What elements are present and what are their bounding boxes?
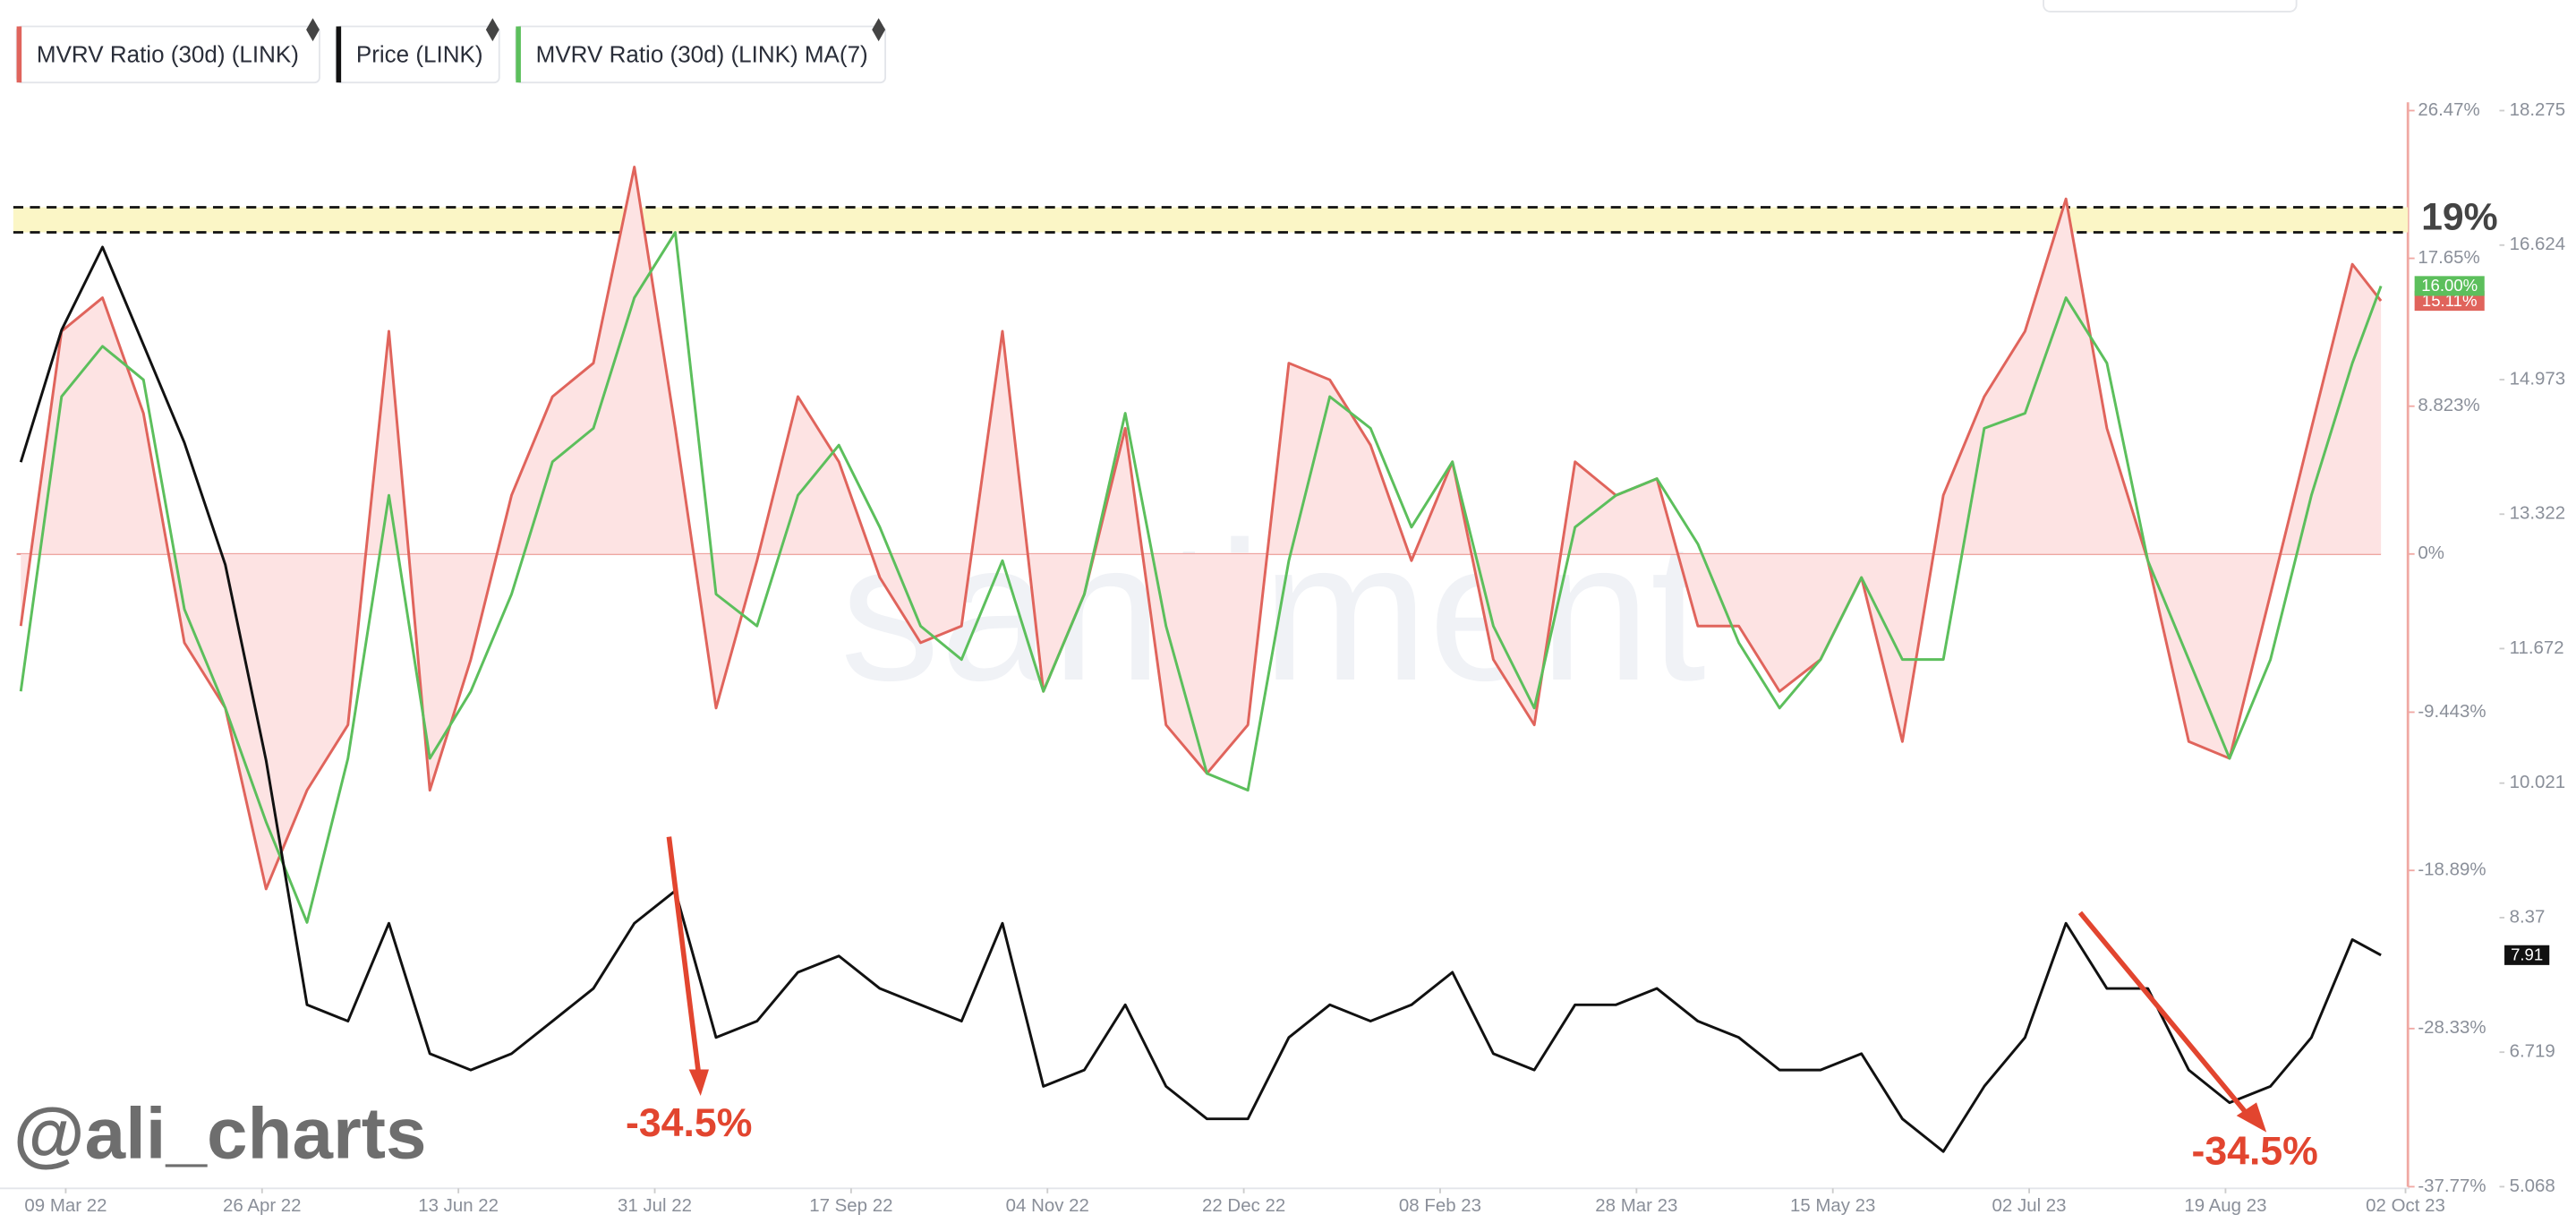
series-line (19, 231, 2383, 924)
y-tick-label: 26.47% (2418, 100, 2479, 120)
y-tick-label: 8.823% (2418, 396, 2479, 415)
end-label: 16.00% (2421, 276, 2478, 295)
end-label-box (2504, 945, 2550, 965)
y-tick-label: -28.33% (2418, 1018, 2486, 1038)
arrow (666, 836, 702, 1077)
x-tick-label: 13 Jun 22 (418, 1196, 499, 1216)
x-tick-label: 15 May 23 (1790, 1196, 1875, 1216)
y2-tick-label: 10.021 (2510, 773, 2566, 792)
arrow (2077, 911, 2252, 1119)
credit: @ali_charts (13, 1093, 427, 1175)
y-tick-label: -9.443% (2418, 702, 2486, 722)
band (13, 207, 2409, 233)
band-label: 19% (2421, 196, 2498, 239)
legend-icon (306, 18, 320, 42)
legend-icon (872, 18, 886, 42)
x-tick-label: 19 Aug 23 (2184, 1196, 2266, 1216)
y2-tick-label: 6.719 (2510, 1042, 2555, 1062)
end-label-box (2414, 276, 2485, 296)
y2-tick-label: 16.624 (2510, 235, 2566, 254)
y-tick-label: -37.77% (2418, 1176, 2486, 1196)
y2-tick-label: 8.37 (2510, 907, 2546, 927)
series-line (19, 245, 2382, 1153)
y-tick-label: -18.89% (2418, 860, 2486, 880)
end-label: 7.91 (2511, 945, 2543, 964)
plot: 19% -37.77% -28.33% -18.89% -9.443% 0% 8.823% 1… (0, 18, 2565, 1216)
y2-tick-label: 13.322 (2510, 504, 2566, 524)
legend-swatch (336, 26, 342, 83)
legend-label: MVRV Ratio (30d) (LINK) MA(7) (536, 43, 868, 68)
legend-label: Price (LINK) (356, 43, 483, 68)
x-tick-label: 22 Dec 22 (1202, 1196, 1285, 1216)
y2-tick-label: 5.068 (2510, 1176, 2555, 1196)
legend-label: MVRV Ratio (30d) (LINK) (37, 43, 299, 68)
y2-tick-label: 18.275 (2510, 100, 2566, 120)
x-tick-label: 02 Jul 23 (1992, 1196, 2067, 1216)
x-tick-label: 26 Apr 22 (223, 1196, 302, 1216)
y-tick-label: 0% (2418, 543, 2444, 563)
x-tick-label: 09 Mar 22 (24, 1196, 107, 1216)
legend-swatch (16, 26, 22, 83)
annotation: -34.5% (626, 1101, 752, 1145)
arrow-head (688, 1069, 710, 1097)
x-tick-label: 17 Sep 22 (809, 1196, 892, 1216)
legend-icon (485, 18, 499, 42)
x-tick-label: 28 Mar 23 (1595, 1196, 1677, 1216)
toolbar-box (2043, 0, 2298, 13)
legend-swatch (516, 26, 521, 83)
x-tick-label: 04 Nov 22 (1006, 1196, 1089, 1216)
y2-tick-label: 14.973 (2510, 369, 2566, 389)
y2-tick-label: 11.672 (2510, 638, 2564, 658)
annotation: -34.5% (2192, 1129, 2318, 1173)
x-tick-label: 02 Oct 23 (2366, 1196, 2445, 1216)
y-tick-label: 17.65% (2418, 248, 2479, 268)
area (21, 167, 2382, 889)
end-label-box (2414, 290, 2485, 312)
x-tick-label: 08 Feb 23 (1399, 1196, 1481, 1216)
x-tick-label: 31 Jul 22 (618, 1196, 692, 1216)
